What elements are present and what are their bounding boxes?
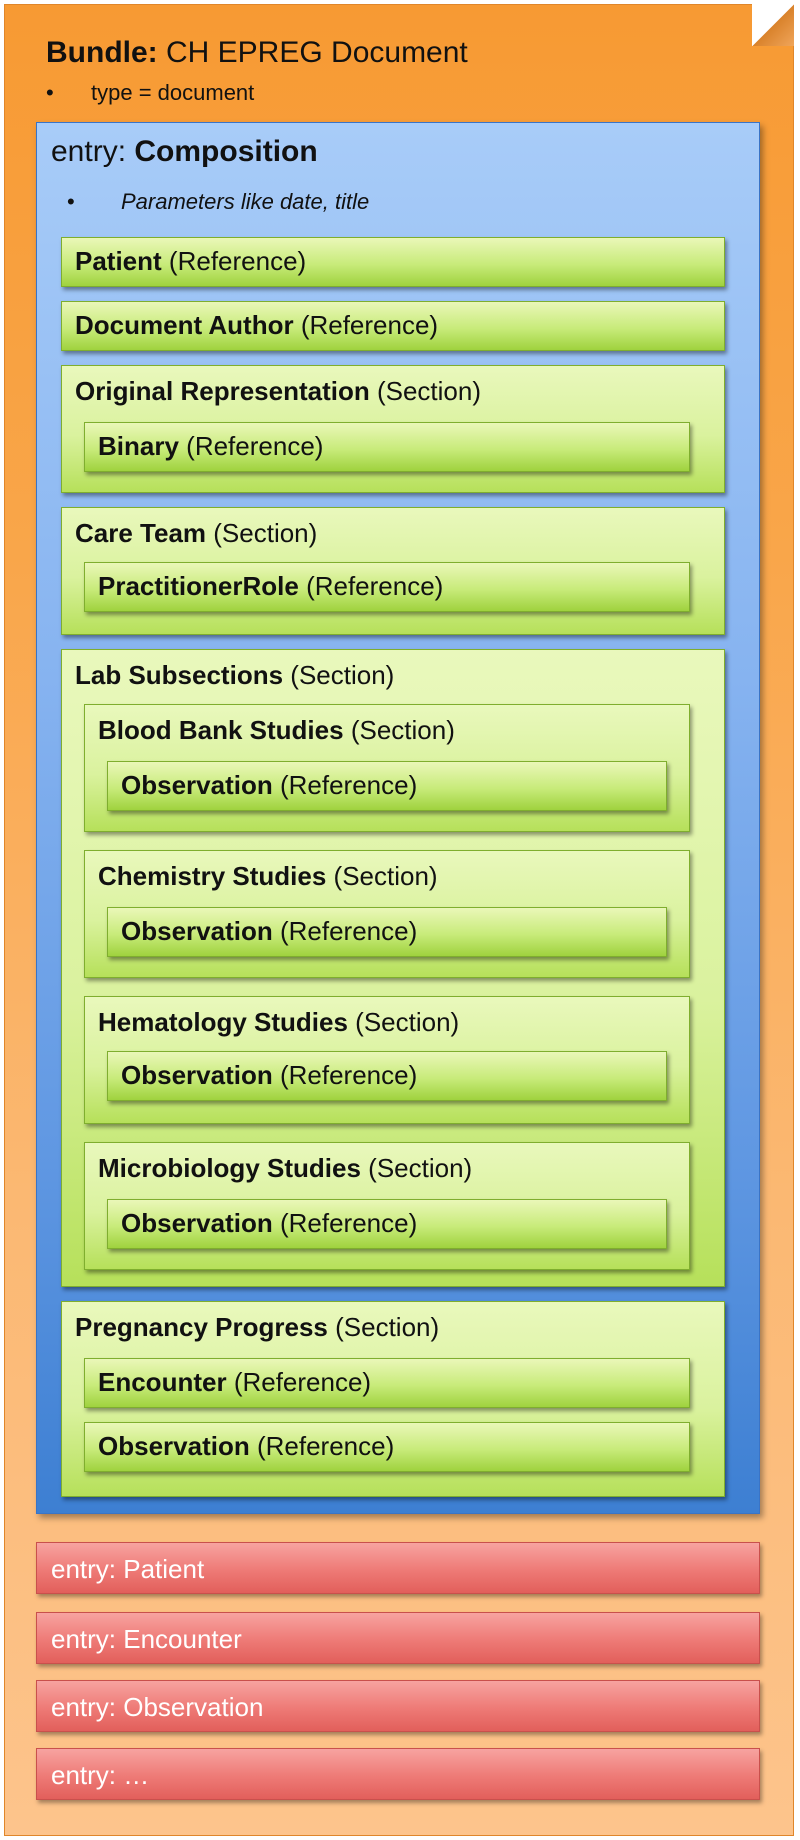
practitioner-role-reference: PractitionerRole (Reference) <box>84 562 690 612</box>
chemistry-studies-section: Chemistry Studies (Section) Observation … <box>84 850 690 978</box>
patient-reference: Patient (Reference) <box>61 237 725 287</box>
chemistry-observation-reference: Observation (Reference) <box>107 907 667 957</box>
composition-title: entry: Composition <box>51 135 318 168</box>
pregnancy-observation-reference: Observation (Reference) <box>84 1422 690 1472</box>
entry-more: entry: … <box>36 1748 760 1800</box>
microbiology-observation-reference: Observation (Reference) <box>107 1199 667 1249</box>
care-team-section: Care Team (Section) PractitionerRole (Re… <box>61 507 725 635</box>
bundle-title: Bundle: CH EPREG Document <box>46 36 468 69</box>
entry-observation: entry: Observation <box>36 1680 760 1732</box>
folded-corner <box>752 4 794 46</box>
blood-bank-studies-section: Blood Bank Studies (Section) Observation… <box>84 704 690 832</box>
encounter-reference: Encounter (Reference) <box>84 1358 690 1408</box>
bundle-type-bullet: • type = document <box>46 80 255 105</box>
hematology-studies-section: Hematology Studies (Section) Observation… <box>84 996 690 1124</box>
binary-reference: Binary (Reference) <box>84 422 690 472</box>
hematology-observation-reference: Observation (Reference) <box>107 1051 667 1101</box>
composition-entry: entry: Composition • Parameters like date… <box>36 122 760 1514</box>
original-representation-section: Original Representation (Section) Binary… <box>61 365 725 493</box>
entry-patient: entry: Patient <box>36 1542 760 1594</box>
microbiology-studies-section: Microbiology Studies (Section) Observati… <box>84 1142 690 1270</box>
lab-subsections-section: Lab Subsections (Section) Blood Bank Stu… <box>61 649 725 1287</box>
blood-bank-observation-reference: Observation (Reference) <box>107 761 667 811</box>
pregnancy-progress-section: Pregnancy Progress (Section) Encounter (… <box>61 1301 725 1497</box>
composition-params-bullet: • Parameters like date, title <box>67 189 370 214</box>
entry-encounter: entry: Encounter <box>36 1612 760 1664</box>
document-author-reference: Document Author (Reference) <box>61 301 725 351</box>
